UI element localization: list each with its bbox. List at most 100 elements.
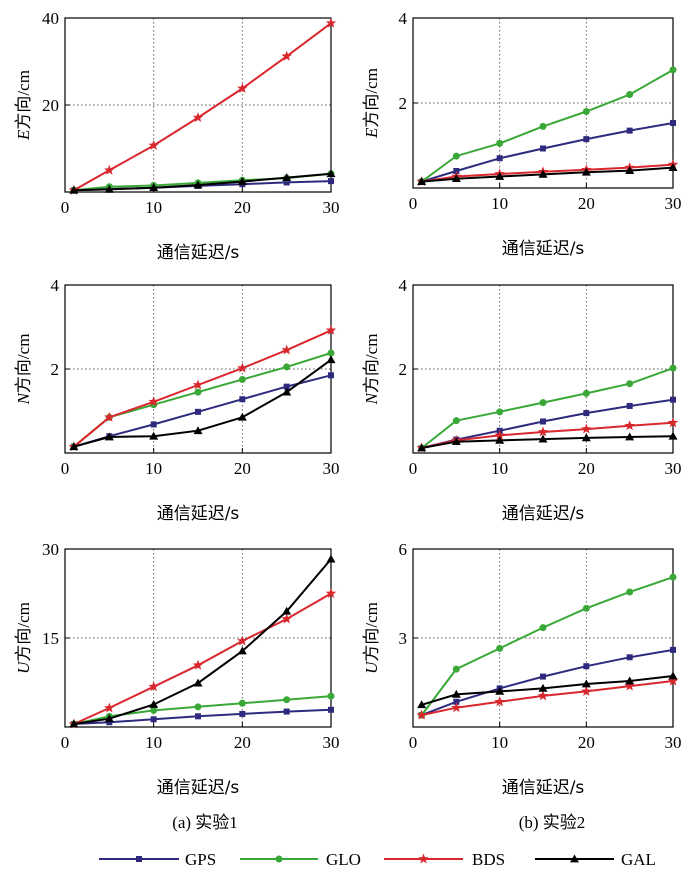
series-line-bds [73,22,332,192]
x-tick-label: 0 [61,733,70,752]
legend-marker [418,853,429,864]
data-point-gal [495,172,505,180]
data-point-glo [626,588,634,596]
y-tick-label: 2 [399,360,408,379]
y-axis-label: U方向/cm [14,602,33,674]
data-point-bds [667,417,679,428]
y-tick-label: 40 [42,9,59,28]
series-line-bds [73,592,332,725]
x-axis-label: 通信延迟/s [157,504,240,524]
data-point-gps [195,713,201,720]
legend-marker [570,854,579,863]
data-point-bds [148,396,159,407]
data-point-gal [69,185,79,194]
data-point-glo [327,692,335,700]
data-point-gps [239,396,246,403]
panel-a-u: 0 10 20 30 15 30 通信延迟/s U方向/cm [14,540,340,798]
data-point-glo [669,364,677,372]
data-point-gal [451,174,461,183]
series-bds [416,675,679,720]
y-axis-label: E方向/cm [14,70,33,141]
data-point-gal [451,437,461,446]
series-line-gal [73,358,332,448]
x-tick-label: 20 [234,198,251,217]
x-tick-label: 30 [323,198,340,217]
x-tick-label: 0 [61,198,70,217]
data-point-bds [494,429,505,440]
x-tick-label: 20 [578,194,595,213]
series-gal [69,355,336,451]
data-point-glo [496,644,504,652]
series-gal [69,169,336,194]
data-point-bds [237,362,248,373]
data-point-gal [237,177,247,185]
data-point-bds [281,50,292,61]
data-point-bds [281,613,292,624]
data-point-glo [582,108,590,115]
data-point-bds [148,681,159,692]
data-point-gal [193,426,203,435]
series-line-glo [421,69,674,183]
data-point-gal [625,166,635,174]
data-point-glo [238,376,246,383]
legend-item-bds: BDS [384,850,505,869]
data-point-glo [150,706,158,714]
x-axis-label: 通信延迟/s [502,239,585,259]
panel-a-e: 0 10 20 30 20 40 通信延迟/s E方向/cm [14,9,340,263]
x-tick-label: 20 [578,733,595,752]
y-axis-unit: 方向/cm [362,68,381,128]
data-point-glo [283,696,291,704]
data-point-gal [625,676,635,685]
series-gal [417,671,678,709]
x-axis-label: 通信延迟/s [157,778,240,798]
data-point-gal [538,434,548,443]
series-gal [417,431,678,452]
legend-marker [136,856,142,862]
data-point-bds [237,82,248,93]
data-point-glo [496,139,504,147]
data-point-bds [581,685,592,696]
y-axis-unit: 方向/cm [362,602,381,662]
y-axis-unit: 方向/cm [14,334,33,394]
caption-right: (b) 实验2 [519,813,586,832]
data-point-gal [69,442,79,451]
legend-marker [275,855,283,863]
x-tick-label: 0 [409,733,418,752]
data-point-gal [495,686,505,695]
data-point-gal [149,431,159,440]
data-point-gps [328,706,334,713]
x-tick-label: 10 [145,198,162,217]
series-line-bds [421,680,674,717]
x-tick-label: 20 [578,459,595,478]
x-tick-label: 30 [323,733,340,752]
y-axis-variable: N [362,391,381,405]
data-point-bds [325,17,337,28]
data-point-gal [581,433,591,442]
data-point-glo [669,66,677,74]
data-point-gal [326,169,336,178]
legend-label: GPS [185,850,216,869]
data-point-gal [193,180,203,189]
data-point-gps [283,179,290,186]
x-tick-label: 0 [409,459,418,478]
data-point-gps [583,410,590,417]
y-axis-label: E方向/cm [362,68,381,139]
y-tick-label: 4 [51,276,60,295]
legend-item-glo: GLO [240,850,361,869]
y-axis-unit: 方向/cm [362,334,381,394]
data-point-gal [495,435,505,444]
data-point-gps [670,396,676,403]
data-point-gps [328,178,334,185]
y-axis-unit: 方向/cm [14,602,33,662]
series-bds [68,17,337,195]
y-tick-label: 2 [399,94,408,113]
data-point-gps [583,663,590,670]
y-axis-variable: U [362,660,381,674]
data-point-gps [540,673,546,680]
data-point-bds [667,675,679,686]
data-point-gal [69,719,79,728]
data-point-gps [150,716,157,723]
panel-b-u: 0 10 20 30 3 6 通信延迟/s U方向/cm [362,540,682,798]
data-point-gal [282,387,292,396]
